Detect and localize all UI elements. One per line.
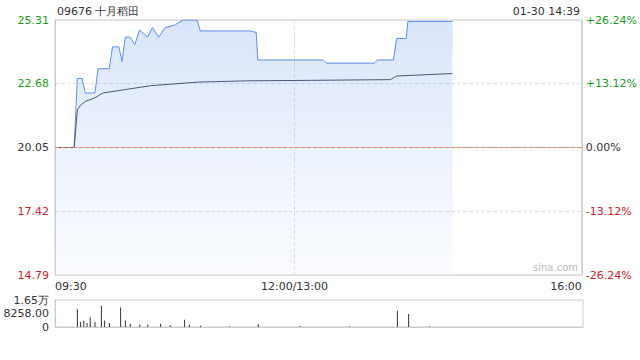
svg-text:16:00: 16:00 [550,280,582,293]
svg-text:sina.com: sina.com [533,262,578,273]
svg-text:0: 0 [42,321,49,334]
svg-text:1.65万: 1.65万 [14,294,50,307]
svg-text:0.00%: 0.00% [586,141,621,154]
svg-text:+13.12%: +13.12% [586,77,637,90]
svg-text:8258.00: 8258.00 [4,307,50,320]
svg-text:+26.24%: +26.24% [586,14,637,27]
svg-text:17.42: 17.42 [18,205,50,218]
svg-text:09676 十月稻田: 09676 十月稻田 [57,5,140,18]
svg-text:09:30: 09:30 [55,280,87,293]
svg-text:-13.12%: -13.12% [586,205,632,218]
svg-text:-26.24%: -26.24% [586,269,632,282]
svg-text:20.05: 20.05 [18,141,50,154]
svg-text:25.31: 25.31 [18,14,50,27]
svg-text:12:00/13:00: 12:00/13:00 [261,280,328,293]
svg-text:22.68: 22.68 [18,77,50,90]
svg-text:14.79: 14.79 [18,269,50,282]
svg-text:01-30 14:39: 01-30 14:39 [513,5,580,18]
